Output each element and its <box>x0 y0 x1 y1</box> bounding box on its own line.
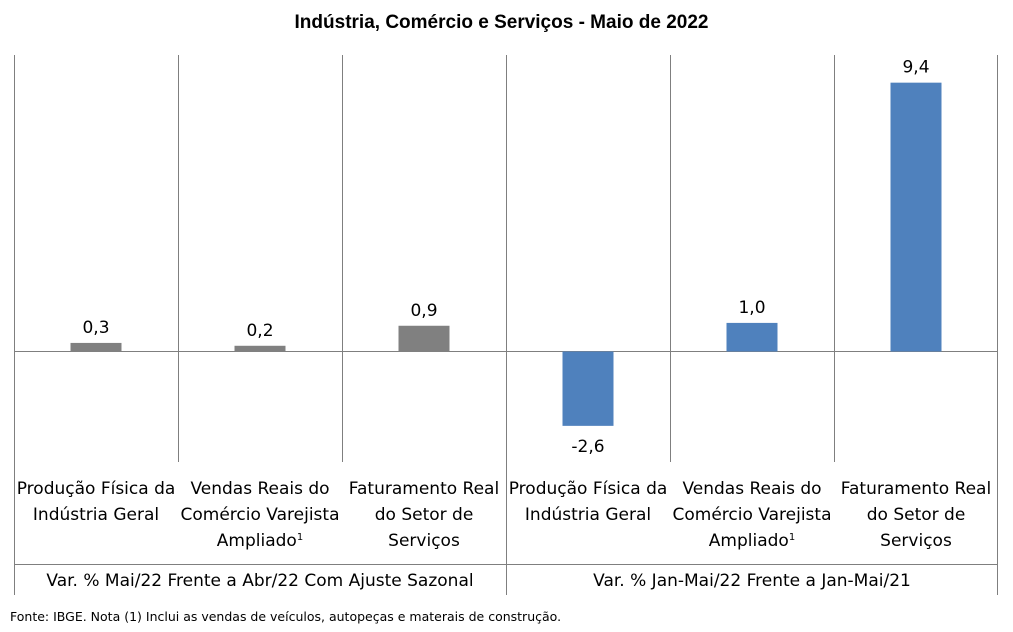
footnote: Fonte: IBGE. Nota (1) Inclui as vendas d… <box>10 609 562 624</box>
value-labels-group: 0,3 0,2 0,9 -2,6 1,0 9,4 <box>82 58 929 457</box>
bar-1 <box>70 342 122 352</box>
bar-6 <box>890 82 942 352</box>
value-label-1: 0,3 <box>82 318 109 338</box>
category-label-6: Faturamento Real do Setor de Serviços <box>840 479 992 551</box>
category-label-4: Produção Física da Indústria Geral <box>508 479 668 525</box>
bar-3 <box>398 325 450 352</box>
category-label-3: Faturamento Real do Setor de Serviços <box>348 479 500 551</box>
category-label-1: Produção Física da Indústria Geral <box>16 479 176 525</box>
value-label-4: -2,6 <box>571 437 604 457</box>
chart-frame <box>14 55 998 595</box>
value-label-6: 9,4 <box>902 58 929 78</box>
bar-2 <box>234 345 286 352</box>
group-label-1: Var. % Mai/22 Frente a Abr/22 Com Ajuste… <box>46 571 474 591</box>
value-label-3: 0,9 <box>410 301 437 321</box>
value-label-2: 0,2 <box>246 321 273 341</box>
bar-5 <box>726 322 778 352</box>
bar-4 <box>562 351 614 426</box>
bars-group <box>70 82 942 426</box>
category-label-5: Vendas Reais do Comércio Varejista Ampli… <box>672 479 832 551</box>
value-label-5: 1,0 <box>738 298 765 318</box>
chart-title: Indústria, Comércio e Serviços - Maio de… <box>294 12 709 33</box>
group-label-2: Var. % Jan-Mai/22 Frente a Jan-Mai/21 <box>593 571 911 591</box>
category-label-2: Vendas Reais do Comércio Varejista Ampli… <box>180 479 340 551</box>
